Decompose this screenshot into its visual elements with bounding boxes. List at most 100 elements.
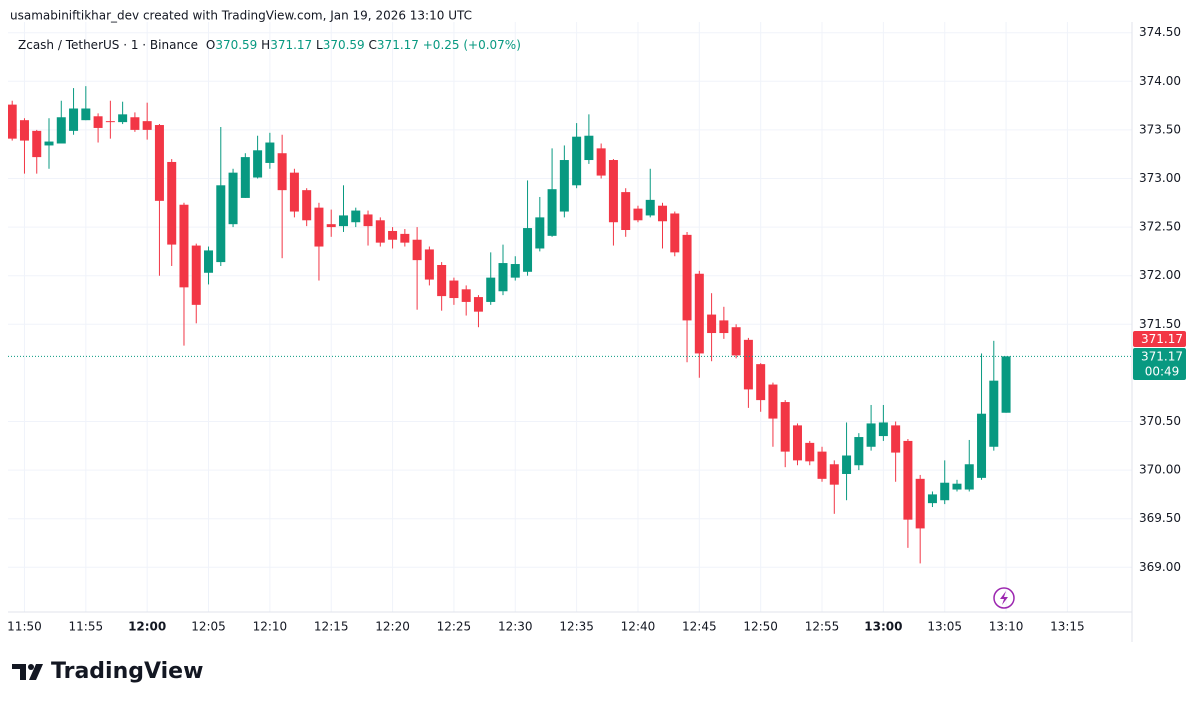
candle-body (473, 297, 483, 312)
countdown: 00:49 (1145, 365, 1180, 379)
candle-body (510, 264, 520, 278)
x-tick-label: 13:10 (989, 620, 1024, 634)
candle-body (400, 233, 410, 243)
candle-body (792, 425, 802, 461)
legend-value: 370.59 (323, 38, 365, 52)
candle-body (608, 160, 618, 223)
legend-key: L (316, 38, 323, 52)
candle-body (891, 425, 901, 453)
candle-body (903, 440, 913, 520)
legend-value: 370.59 (215, 38, 257, 52)
candle-body (253, 150, 263, 178)
candle-body (204, 250, 214, 273)
candle-body (44, 141, 54, 146)
x-tick-label: 13:00 (864, 620, 902, 634)
y-tick-label: 369.00 (1139, 560, 1181, 574)
candle-body (351, 210, 361, 223)
candle-body (682, 234, 692, 321)
legend-key: H (261, 38, 270, 52)
candle-body (388, 230, 398, 240)
alert-icon (993, 587, 1015, 609)
symbol: Zcash / TetherUS · 1 · Binance (18, 38, 198, 52)
x-tick-label: 12:15 (314, 620, 349, 634)
candle-body (216, 185, 226, 263)
candle-body (326, 224, 336, 228)
candle-body (547, 189, 557, 236)
candle-body (964, 464, 974, 490)
candle-body (523, 228, 533, 272)
candle-body (584, 135, 594, 161)
candle-body (437, 264, 447, 297)
candle-body (596, 148, 606, 176)
candle-body (1001, 356, 1011, 413)
candle-body (952, 483, 962, 490)
candle-body (940, 482, 950, 501)
candle-body (265, 142, 275, 163)
candle-body (302, 190, 312, 221)
candle-body (989, 380, 999, 447)
candle-body (191, 245, 201, 305)
y-tick-label: 374.00 (1139, 74, 1181, 88)
candle-body (977, 413, 987, 478)
candle-body (768, 384, 778, 419)
candle-body (240, 157, 250, 198)
candle-body (842, 455, 852, 474)
candle-body (338, 215, 348, 227)
candle-body (486, 277, 496, 302)
candle-body (854, 437, 864, 466)
candle-body (829, 464, 839, 485)
candle-body (694, 273, 704, 354)
x-tick-label: 11:50 (7, 620, 42, 634)
candle-body (314, 207, 324, 247)
legend-change: +0.25 (+0.07%) (423, 38, 521, 52)
header: usamabiniftikhar_dev created with Tradin… (10, 9, 472, 23)
candle-body (731, 327, 741, 356)
candle-body (805, 442, 815, 462)
y-tick-label: 369.50 (1139, 511, 1181, 525)
upper-price-box (1133, 331, 1186, 347)
candle-body (375, 220, 385, 243)
x-tick-label: 12:30 (498, 620, 533, 634)
candle-body (719, 320, 729, 334)
candle-body (817, 451, 827, 479)
candle-body (142, 121, 152, 130)
y-tick-label: 370.00 (1139, 463, 1181, 477)
x-tick-label: 12:10 (253, 620, 288, 634)
candle-body (780, 402, 790, 452)
x-tick-label: 12:50 (743, 620, 778, 634)
candle-body (32, 130, 42, 158)
candle-body (277, 153, 287, 191)
candle-body (19, 120, 29, 141)
candle-body (424, 249, 434, 280)
x-tick-label: 12:25 (437, 620, 472, 634)
x-tick-label: 13:05 (927, 620, 962, 634)
x-tick-label: 13:15 (1050, 620, 1085, 634)
candle-body (179, 204, 189, 288)
candle-body (56, 117, 66, 144)
price-labels: 371.17 371.17 00:49 (1133, 331, 1186, 380)
y-tick-label: 373.00 (1139, 171, 1181, 185)
x-tick-label: 12:40 (621, 620, 656, 634)
candle-body (461, 289, 471, 302)
candle-body (449, 280, 459, 299)
upper-price-label: 371.17 (1141, 332, 1183, 346)
candle-body (866, 423, 876, 447)
candle-body (535, 217, 545, 249)
x-tick-label: 12:00 (128, 620, 166, 634)
candle-body (69, 108, 79, 131)
legend-key: C (369, 38, 377, 52)
candle-body (658, 205, 668, 222)
y-tick-label: 372.50 (1139, 220, 1181, 234)
y-tick-label: 372.00 (1139, 268, 1181, 282)
plot-area (8, 86, 1132, 564)
last-price-label: 371.17 (1141, 350, 1183, 364)
x-tick-label: 11:55 (69, 620, 104, 634)
legend: Zcash / TetherUS · 1 · Binance O370.59 H… (18, 38, 521, 52)
candle-body (633, 208, 643, 221)
y-tick-label: 373.50 (1139, 122, 1181, 136)
x-tick-label: 12:55 (805, 620, 840, 634)
candle-body (927, 494, 937, 504)
candle-body (105, 121, 115, 123)
candle-body (915, 478, 925, 529)
